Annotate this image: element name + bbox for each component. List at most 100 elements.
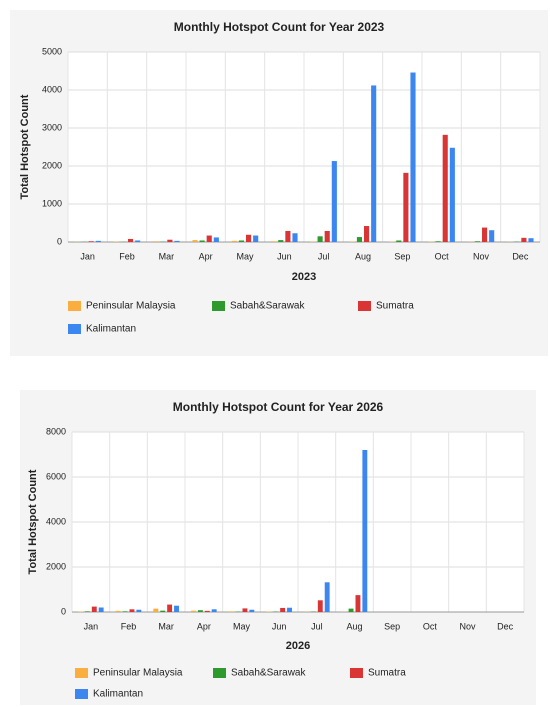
bar	[211, 609, 217, 612]
bar	[213, 237, 219, 242]
bar	[287, 607, 292, 612]
legend-swatch	[350, 668, 363, 678]
bar	[129, 609, 135, 612]
x-tick-label: Apr	[199, 251, 213, 261]
bar	[324, 230, 330, 242]
bar	[167, 239, 173, 242]
bar	[317, 236, 323, 242]
chart-title: Monthly Hotspot Count for Year 2026	[173, 400, 384, 414]
legend-swatch	[68, 324, 81, 334]
y-tick-label: 5000	[42, 46, 62, 56]
bar	[362, 450, 368, 612]
legend-label: Sumatra	[368, 668, 406, 679]
bar	[135, 240, 141, 242]
legend-swatch	[358, 301, 371, 311]
x-tick-label: Feb	[121, 621, 137, 631]
x-tick-label: Oct	[423, 621, 438, 631]
x-tick-label: May	[236, 251, 254, 261]
x-tick-label: Jun	[272, 621, 287, 631]
bar	[249, 609, 255, 612]
bar	[191, 610, 196, 612]
x-tick-label: Jul	[311, 621, 323, 631]
bar	[355, 595, 361, 612]
bar	[204, 610, 210, 612]
legend-label: Kalimantan	[86, 324, 136, 335]
bar	[246, 234, 252, 242]
bar	[95, 240, 101, 242]
bar	[482, 227, 488, 242]
bar	[356, 237, 362, 242]
bar	[174, 240, 180, 242]
y-tick-label: 4000	[46, 516, 66, 526]
bar	[115, 610, 121, 612]
x-tick-label: Jan	[80, 251, 95, 261]
bar	[153, 241, 159, 242]
bar	[371, 85, 377, 242]
bar	[396, 240, 402, 242]
x-tick-label: Aug	[355, 251, 371, 261]
bar	[199, 240, 205, 242]
y-tick-label: 0	[57, 236, 62, 246]
x-tick-label: Oct	[435, 251, 450, 261]
legend-swatch	[213, 668, 226, 678]
x-tick-label: Dec	[512, 251, 529, 261]
bar	[271, 241, 277, 242]
legend-swatch	[75, 668, 88, 678]
legend-swatch	[212, 301, 225, 311]
y-tick-label: 6000	[46, 471, 66, 481]
bar	[278, 240, 284, 242]
bar	[228, 611, 234, 612]
bar	[435, 241, 441, 242]
bar	[122, 611, 128, 612]
bar	[280, 607, 286, 612]
x-axis-title: 2023	[292, 271, 316, 283]
bar	[167, 604, 173, 612]
x-tick-label: Aug	[346, 621, 362, 631]
x-tick-label: Nov	[473, 251, 490, 261]
y-tick-label: 3000	[42, 122, 62, 132]
bar	[153, 608, 159, 612]
bar	[442, 134, 448, 242]
bar	[88, 241, 94, 242]
bar	[521, 237, 527, 242]
y-tick-label: 2000	[46, 561, 66, 571]
x-tick-label: Sep	[384, 621, 400, 631]
bar	[348, 608, 354, 612]
bar	[253, 235, 259, 242]
legend-swatch	[75, 689, 88, 699]
x-tick-label: Jan	[84, 621, 99, 631]
bar	[128, 238, 134, 242]
x-tick-label: Jun	[277, 251, 292, 261]
bar	[238, 240, 244, 242]
bar	[364, 226, 370, 242]
y-tick-label: 8000	[46, 426, 66, 436]
bar	[192, 240, 198, 242]
x-tick-label: Feb	[119, 251, 135, 261]
legend-label: Sumatra	[376, 301, 414, 312]
bar	[84, 611, 90, 612]
bar	[489, 230, 495, 242]
bar	[285, 230, 291, 242]
bar	[197, 610, 203, 612]
y-axis-title: Total Hotspot Count	[27, 469, 39, 574]
bar	[174, 605, 179, 612]
y-axis-title: Total Hotspot Count	[19, 94, 31, 199]
y-tick-label: 2000	[42, 160, 62, 170]
bar	[292, 233, 298, 242]
x-tick-label: Sep	[394, 251, 410, 261]
x-tick-label: Mar	[159, 251, 175, 261]
bar	[331, 161, 337, 242]
y-tick-label: 4000	[42, 84, 62, 94]
bar	[98, 607, 104, 612]
legend-swatch	[68, 301, 81, 311]
bar	[160, 610, 166, 612]
bar	[324, 582, 330, 612]
bar	[449, 147, 455, 242]
bar	[242, 608, 248, 612]
legend-label: Sabah&Sarawak	[231, 668, 306, 679]
x-tick-label: Jul	[318, 251, 330, 261]
bar	[91, 606, 97, 612]
legend-label: Sabah&Sarawak	[230, 301, 305, 312]
legend-label: Kalimantan	[93, 689, 143, 700]
